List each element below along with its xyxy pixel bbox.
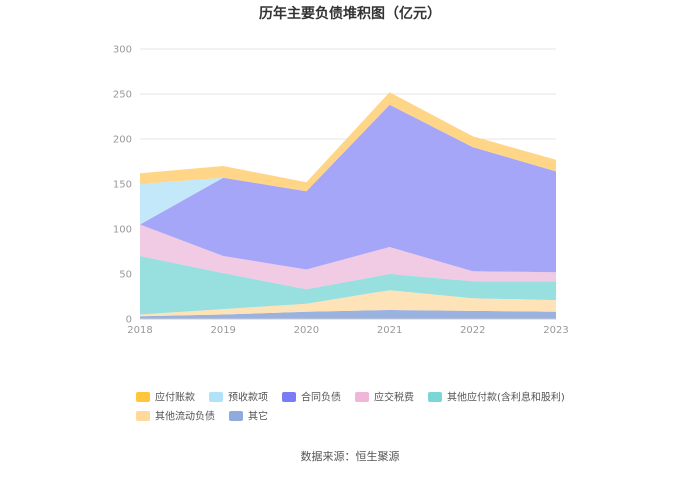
legend-swatch — [209, 392, 223, 402]
y-tick-label: 150 — [113, 180, 132, 191]
y-tick-label: 0 — [126, 315, 132, 326]
legend-item[interactable]: 其他流动负债 — [136, 410, 215, 423]
legend-label: 应交税费 — [374, 391, 414, 404]
area-series-3[interactable] — [140, 224, 556, 290]
y-tick-label: 300 — [113, 45, 132, 56]
legend-item[interactable]: 应交税费 — [355, 391, 414, 404]
x-tick-label: 2021 — [377, 325, 402, 336]
area-series-4[interactable] — [140, 104, 556, 273]
x-tick-label: 2018 — [127, 325, 152, 336]
legend-label: 其它 — [248, 410, 268, 423]
x-tick-label: 2023 — [543, 325, 568, 336]
area-series-1[interactable] — [140, 290, 556, 317]
legend-label: 预收款项 — [228, 391, 268, 404]
y-tick-label: 200 — [113, 135, 132, 146]
legend-item[interactable]: 其它 — [229, 410, 268, 423]
chart-title: 历年主要负债堆积图（亿元） — [259, 5, 441, 22]
area-series-0[interactable] — [140, 310, 556, 319]
legend-item[interactable]: 合同负债 — [282, 391, 341, 404]
legend-item[interactable]: 其他应付款(含利息和股利) — [428, 391, 565, 404]
y-tick-label: 50 — [119, 270, 132, 281]
y-tick-label: 250 — [113, 90, 132, 101]
legend-label: 其他应付款(含利息和股利) — [447, 391, 565, 404]
legend-item[interactable]: 应付账款 — [136, 391, 195, 404]
legend-label: 合同负债 — [301, 391, 341, 404]
legend: 应付账款 预收款项 合同负债 应交税费 其他应付款(含利息和股利) 其他流动负债 其它 — [136, 391, 565, 423]
x-tick-label: 2020 — [294, 325, 319, 336]
legend-swatch — [136, 392, 150, 402]
source-text: 数据来源：恒生聚源 — [301, 449, 400, 463]
legend-label: 应付账款 — [155, 391, 195, 404]
axis-layer: 0 50 100 150 200 250 300 2018 2019 2020 2021 2022 20… — [113, 45, 569, 337]
area-series-6[interactable] — [140, 92, 556, 192]
legend-item[interactable]: 预收款项 — [209, 391, 268, 404]
x-tick-label: 2022 — [460, 325, 485, 336]
legend-swatch — [428, 392, 442, 402]
legend-label: 其他流动负债 — [155, 410, 215, 423]
area-layer — [140, 92, 556, 319]
y-tick-label: 100 — [113, 225, 132, 236]
legend-swatch — [229, 411, 243, 421]
area-series-2[interactable] — [140, 256, 556, 315]
x-tick-label: 2019 — [210, 325, 235, 336]
legend-swatch — [282, 392, 296, 402]
legend-swatch — [355, 392, 369, 402]
legend-swatch — [136, 411, 150, 421]
